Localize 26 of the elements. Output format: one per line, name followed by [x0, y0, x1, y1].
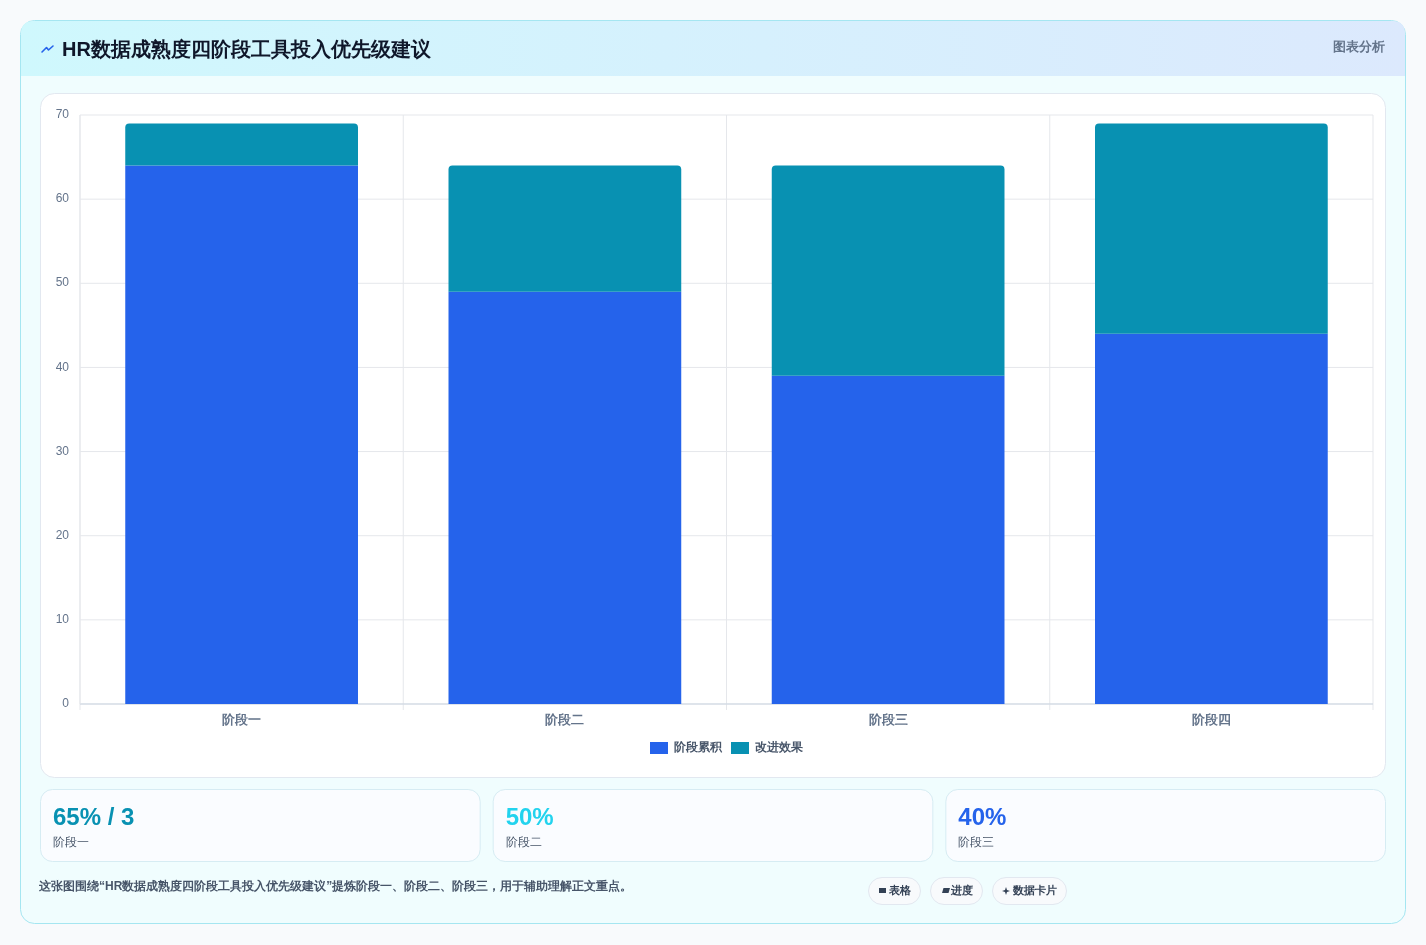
y-tick-label: 30	[55, 443, 70, 458]
x-tick-label: 阶段三	[868, 712, 908, 728]
x-tick-label: 阶段二	[545, 712, 585, 728]
y-tick-label: 70	[55, 107, 70, 122]
y-tick-label: 0	[62, 696, 70, 711]
chart-title: HR数据成熟度四阶段工具投入优先级建议	[62, 38, 432, 60]
text: 40%	[958, 803, 1007, 830]
y-tick-label: 20	[55, 527, 70, 542]
text: 阶段一	[53, 835, 89, 850]
text: 阶段二	[505, 835, 542, 850]
y-tick-label: 50	[55, 275, 70, 290]
y-tick-label: 10	[55, 612, 70, 627]
legend-label: 改进效果	[754, 740, 804, 755]
text: 进度	[950, 883, 973, 896]
x-tick-label: 阶段一	[222, 712, 262, 728]
text: 这张图围绕“HR数据成熟度四阶段工具投入优先级建议”提炼阶段一、阶段二、阶段三，用于辅助理解正文重点。	[38, 879, 633, 894]
legend-label: 阶段累积	[673, 740, 723, 755]
text: 图表分析	[1333, 39, 1385, 55]
x-tick-label: 阶段四	[1191, 712, 1231, 728]
y-tick-label: 40	[55, 359, 70, 374]
text: 50%	[505, 803, 554, 830]
text: 表格	[888, 883, 912, 896]
text: 阶段三	[958, 835, 995, 850]
text: 数据卡片	[1012, 883, 1057, 896]
text: 65% / 3	[53, 803, 135, 830]
y-tick-label: 60	[55, 191, 70, 206]
